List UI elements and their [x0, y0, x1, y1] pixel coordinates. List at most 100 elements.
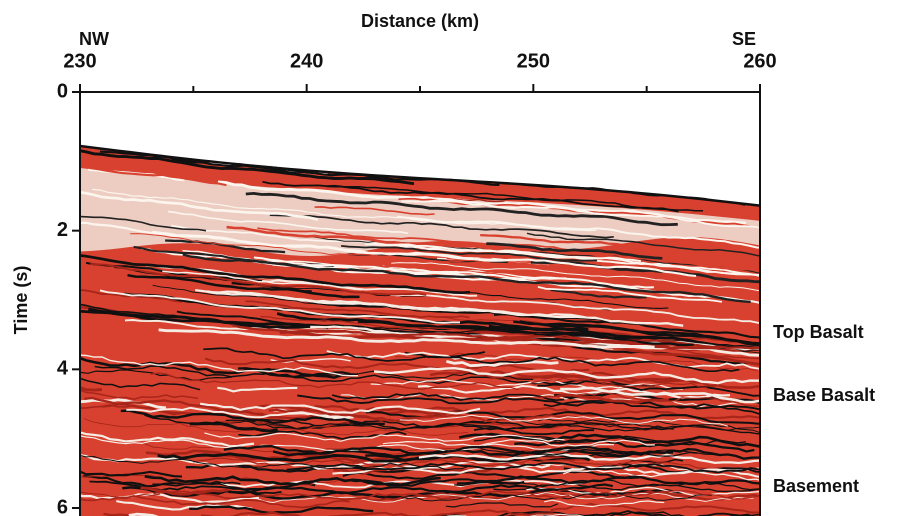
reflector — [80, 495, 351, 509]
x-tick-label: 240 — [290, 50, 323, 72]
end-label: SE — [732, 29, 756, 49]
annotation: Basement — [773, 476, 859, 496]
reflector — [152, 284, 609, 323]
reflector — [204, 357, 590, 374]
reflector — [537, 286, 723, 303]
reflector — [456, 475, 760, 486]
reflector — [396, 215, 760, 249]
reflector — [394, 352, 760, 371]
reflector — [365, 243, 760, 278]
reflector — [80, 288, 183, 303]
reflector — [253, 418, 760, 435]
reflector — [80, 377, 201, 391]
reflector — [144, 475, 441, 487]
reflector — [257, 227, 706, 264]
reflector — [514, 438, 755, 453]
reflector — [80, 385, 103, 392]
x-tick-label: 260 — [743, 50, 776, 72]
reflector — [537, 380, 760, 397]
reflector — [323, 258, 556, 276]
reflector — [245, 300, 470, 319]
reflector — [560, 386, 760, 404]
reflector — [521, 449, 698, 457]
reflector — [182, 253, 751, 304]
reflector — [253, 279, 478, 297]
reflector — [90, 262, 427, 296]
reflector — [120, 409, 385, 426]
reflector — [382, 438, 655, 447]
reflector — [232, 324, 760, 350]
reflector — [80, 491, 160, 498]
reflector — [550, 288, 647, 299]
reflector — [153, 490, 570, 501]
reflector — [158, 328, 655, 349]
reflector — [550, 502, 760, 514]
reflector — [127, 273, 360, 299]
end-label: NW — [79, 29, 109, 49]
reflector — [140, 486, 229, 496]
reflector — [392, 243, 642, 263]
reflector — [80, 398, 167, 410]
reflector — [80, 164, 227, 187]
reflector — [370, 378, 683, 390]
reflector — [348, 478, 525, 487]
x-axis-title: Distance (km) — [361, 11, 479, 31]
reflector — [80, 493, 259, 504]
reflector — [152, 480, 241, 487]
reflector — [80, 354, 358, 377]
reflector — [245, 191, 678, 227]
reflector — [543, 400, 760, 415]
reflector — [326, 185, 704, 212]
pale-zone — [80, 168, 760, 257]
annotation: Base Basalt — [773, 385, 875, 405]
reflector — [373, 366, 760, 385]
reflector — [269, 214, 614, 239]
x-tick-label: 250 — [517, 50, 550, 72]
x-tick-label: 230 — [63, 50, 96, 72]
y-axis-title: Time (s) — [11, 266, 31, 335]
reflector — [195, 288, 684, 327]
reflector — [480, 233, 760, 263]
reflector — [399, 414, 728, 427]
reflector — [162, 270, 363, 291]
reflector — [225, 419, 674, 432]
reflector — [226, 225, 755, 271]
reflector — [331, 392, 565, 402]
reflector — [80, 149, 415, 186]
reflector — [99, 289, 460, 324]
reflector — [326, 350, 760, 370]
reflector — [217, 386, 298, 393]
reflector — [126, 406, 343, 420]
reflector — [150, 372, 519, 391]
reflector — [556, 393, 670, 405]
reflector — [458, 432, 760, 448]
reflector — [495, 510, 754, 516]
reflector — [297, 394, 760, 411]
reflector — [486, 242, 663, 260]
reflector — [176, 310, 618, 347]
y-tick-label: 0 — [57, 80, 68, 102]
reflector — [544, 499, 665, 508]
reflector — [373, 327, 574, 336]
reflector — [157, 452, 591, 463]
reflector — [189, 421, 278, 433]
reflector — [446, 360, 559, 368]
reflector — [151, 230, 697, 278]
reflector — [260, 316, 637, 343]
reflector — [391, 262, 760, 292]
reflector — [80, 356, 359, 379]
reflector — [314, 206, 435, 216]
reflector — [80, 470, 183, 478]
reflector — [80, 309, 326, 329]
reflector — [537, 418, 760, 431]
reflector — [286, 461, 760, 474]
reflector — [558, 488, 760, 500]
reflector — [130, 233, 491, 263]
reflector — [341, 245, 598, 262]
y-tick-label: 6 — [57, 496, 68, 516]
reflector — [80, 254, 471, 295]
reflector — [452, 291, 669, 309]
annotation: Top Basalt — [773, 322, 864, 342]
reflector — [201, 509, 554, 516]
